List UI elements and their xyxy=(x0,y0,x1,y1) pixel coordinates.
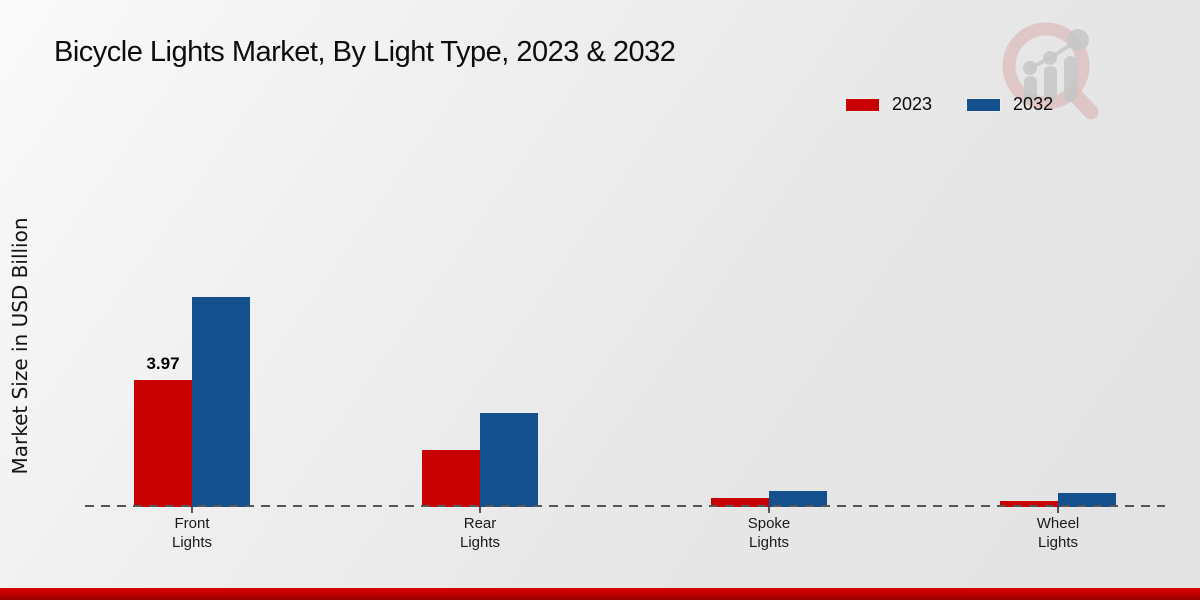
axis-tick-rear-lights xyxy=(479,507,481,513)
legend-item-2032: 2032 xyxy=(966,94,1053,115)
bar-2032-spoke-lights xyxy=(769,491,827,507)
category-label-spoke-lights: Spoke Lights xyxy=(747,515,791,551)
bar-value-label: 3.97 xyxy=(146,354,180,373)
x-axis-line xyxy=(85,505,1165,507)
legend-swatch-2023 xyxy=(845,97,880,112)
magnifier-chart-logo-icon xyxy=(1002,22,1099,120)
legend-label-2032: 2032 xyxy=(1013,94,1054,114)
chart-title: Bicycle Lights Market, By Light Type, 20… xyxy=(54,36,676,68)
bar-2023-rear-lights xyxy=(422,450,480,507)
bar-2032-wheel-lights xyxy=(1058,493,1116,507)
legend: 2023 2032 xyxy=(845,94,1053,115)
axis-tick-spoke-lights xyxy=(768,507,770,513)
legend-item-2023: 2023 xyxy=(845,94,932,115)
legend-label-2023: 2023 xyxy=(892,94,933,114)
category-label-front-lights: Front Lights xyxy=(171,515,213,551)
bar-2032-rear-lights xyxy=(480,413,538,507)
footer-accent-bar xyxy=(0,588,1200,600)
category-label-rear-lights: Rear Lights xyxy=(459,515,501,551)
bar-2023-wheel-lights xyxy=(1000,501,1058,507)
bar-2032-front-lights xyxy=(192,297,250,507)
axis-tick-front-lights xyxy=(191,507,193,513)
legend-swatch-2032 xyxy=(966,97,1002,112)
bar-2023-spoke-lights xyxy=(711,498,769,507)
axis-tick-wheel-lights xyxy=(1057,507,1059,513)
category-label-wheel-lights: Wheel Lights xyxy=(1036,515,1080,551)
bar-2023-front-lights xyxy=(134,380,192,507)
